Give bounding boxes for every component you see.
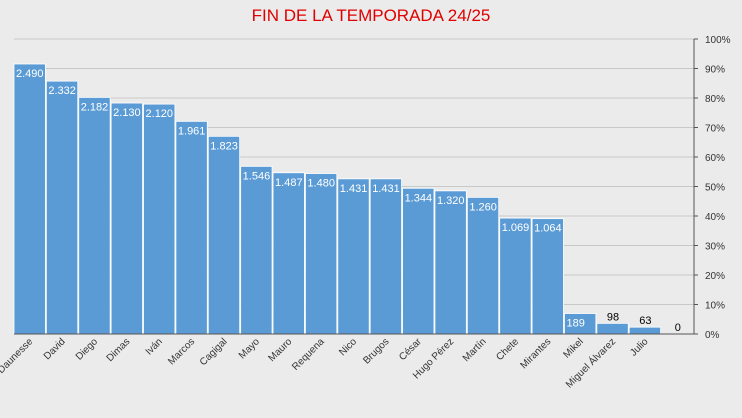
x-tick-label: Martín <box>461 336 489 364</box>
bar <box>466 196 500 335</box>
x-tick-label: Mauro <box>267 336 295 364</box>
x-tick-label: Julio <box>628 336 651 359</box>
bar <box>272 172 305 335</box>
x-tick-label: David <box>42 336 68 362</box>
data-label: 1.320 <box>437 195 465 207</box>
bar <box>402 187 435 335</box>
x-tick-label: Iván <box>144 336 165 357</box>
x-tick-label: Daunesse <box>0 336 36 376</box>
data-label: 2.120 <box>146 108 174 120</box>
y-tick-label: 90% <box>705 65 725 76</box>
data-label: 1.064 <box>534 223 562 235</box>
bar <box>531 218 564 335</box>
data-label: 1.431 <box>372 183 400 195</box>
data-label: 1.823 <box>210 140 238 152</box>
x-tick-label: Mirantes <box>519 336 554 371</box>
bar <box>596 322 629 335</box>
bar <box>207 135 241 335</box>
y-tick-label: 100% <box>705 35 731 46</box>
bar <box>78 96 111 335</box>
y-tick-label: 30% <box>705 242 725 253</box>
data-label: 2.332 <box>48 85 76 97</box>
bar <box>45 80 79 335</box>
y-tick-label: 40% <box>705 212 725 223</box>
x-tick-label: Diego <box>74 336 101 363</box>
x-tick-label: Chete <box>494 336 521 363</box>
y-tick-label: 20% <box>705 271 725 282</box>
data-label: 2.490 <box>16 68 44 80</box>
bar <box>628 326 662 335</box>
x-tick-label: Dimas <box>105 336 133 364</box>
data-label: 1.344 <box>405 192 433 204</box>
y-tick-label: 10% <box>705 301 725 312</box>
y-tick-label: 50% <box>705 183 725 194</box>
data-label: 2.182 <box>81 101 109 113</box>
data-label: 1.487 <box>275 177 303 189</box>
x-tick-label: Brugos <box>361 336 391 366</box>
data-label: 2.130 <box>113 107 141 119</box>
x-tick-label: Nico <box>337 336 359 358</box>
data-label: 1.961 <box>178 125 206 137</box>
bar <box>240 165 273 335</box>
data-label: 0 <box>675 322 681 334</box>
bar <box>175 120 208 335</box>
x-tick-label: César <box>397 336 424 363</box>
bar <box>434 190 467 335</box>
y-tick-label: 60% <box>705 153 725 164</box>
x-tick-label: Mayo <box>237 336 262 361</box>
bar <box>337 178 370 335</box>
data-label: 1.546 <box>243 170 271 182</box>
data-label: 63 <box>639 315 651 327</box>
data-label: 1.431 <box>340 183 368 195</box>
bar <box>369 178 402 335</box>
chart-title: FIN DE LA TEMPORADA 24/25 <box>251 6 491 25</box>
y-tick-label: 0% <box>705 330 720 341</box>
data-label: 98 <box>607 311 619 323</box>
data-label: 189 <box>566 318 584 330</box>
bar <box>13 63 46 335</box>
y-tick-label: 80% <box>705 94 725 105</box>
data-label: 1.260 <box>469 201 497 213</box>
x-tick-label: Marcos <box>166 336 197 367</box>
bar <box>110 102 143 335</box>
x-tick-label: Cagigal <box>198 336 230 368</box>
bar <box>305 173 338 335</box>
bar <box>499 217 532 335</box>
bar <box>143 103 176 335</box>
x-tick-label: Requena <box>290 336 327 373</box>
y-tick-label: 70% <box>705 124 725 135</box>
x-tick-label: Mikel <box>562 336 586 360</box>
data-label: 1.480 <box>307 178 335 190</box>
data-label: 1.069 <box>502 222 530 234</box>
